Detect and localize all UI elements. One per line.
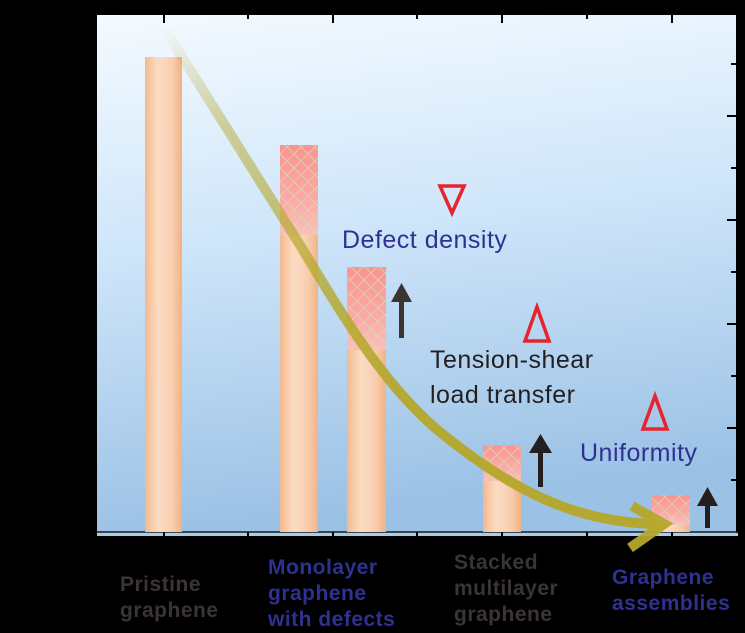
right-axis-ticks <box>727 63 737 481</box>
xlabel-stacked: Stacked multilayer graphene <box>454 551 559 626</box>
decrease-triangle-icon <box>437 184 467 218</box>
tension-shear-label-line1: Tension-shear <box>430 346 594 374</box>
trend-arrow <box>157 22 674 553</box>
tension-shear-label-line2: load transfer <box>430 381 576 409</box>
increase-triangle-icon <box>640 390 670 431</box>
bar-monolayer-2 <box>347 267 386 532</box>
xlabel-monolayer: Monolayer graphene with defects <box>268 556 396 631</box>
trend-arrowhead-icon <box>627 501 674 553</box>
plot-area <box>97 15 738 532</box>
bar-monolayer-1 <box>280 145 318 532</box>
bar-pristine <box>145 57 182 532</box>
defect-density-label: Defect density <box>342 226 508 254</box>
up-arrow-icon <box>697 487 718 528</box>
right-axis <box>736 15 739 533</box>
uniformity-label: Uniformity <box>580 439 698 467</box>
xlabel-assemblies: Graphene assemblies <box>612 566 731 615</box>
top-axis-ticks <box>163 15 673 23</box>
up-arrow-icon <box>529 434 552 487</box>
xlabel-pristine: Pristine graphene <box>120 573 219 622</box>
increase-triangle-icon <box>522 301 552 343</box>
up-arrow-icon <box>391 283 412 338</box>
x-axis <box>97 531 738 537</box>
